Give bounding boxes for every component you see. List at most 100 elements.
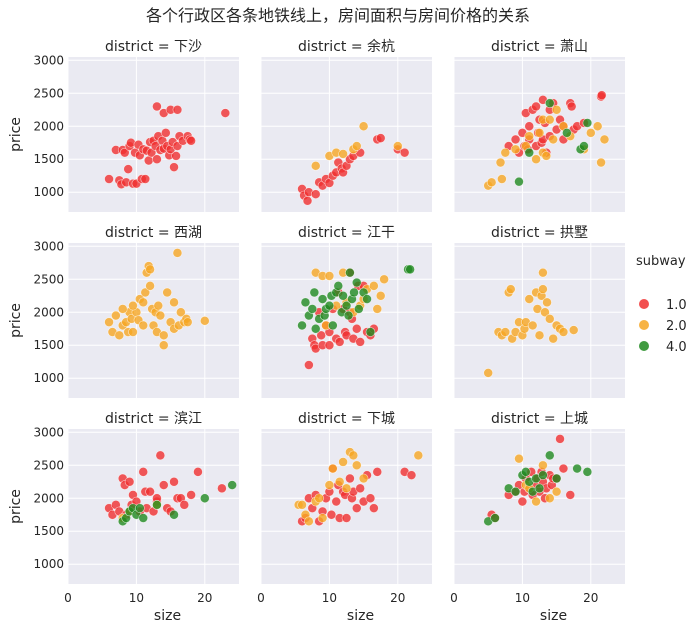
- data-point-subway-2-0: [500, 327, 511, 337]
- legend-marker: [639, 320, 649, 330]
- data-point-subway-4-0: [551, 473, 562, 484]
- data-point-subway-4-0: [345, 267, 355, 278]
- facet-panel: district = 上城 0 10 20 size: [450, 411, 625, 624]
- data-point-subway-2-0: [138, 320, 149, 331]
- x-axis-label: size: [540, 608, 567, 624]
- data-point-subway-1-0: [316, 330, 326, 341]
- data-point-subway-1-0: [171, 151, 181, 161]
- data-point-subway-2-0: [548, 134, 558, 145]
- data-point-subway-2-0: [158, 340, 169, 351]
- y-tick-label: 1000: [33, 371, 64, 385]
- data-point-subway-2-0: [486, 177, 497, 188]
- data-point-subway-2-0: [531, 496, 541, 507]
- data-point-subway-1-0: [355, 337, 365, 347]
- legend-label: 1.0: [666, 298, 687, 313]
- legend-item-1-0: 1.0: [639, 298, 687, 313]
- data-point-subway-2-0: [111, 310, 121, 321]
- data-point-subway-2-0: [328, 463, 338, 474]
- y-tick-label: 1000: [33, 557, 64, 571]
- y-tick-label: 2000: [33, 119, 64, 133]
- facet-panel: district = 萧山: [453, 39, 625, 212]
- data-point-subway-2-0: [155, 310, 166, 321]
- data-point-subway-1-0: [172, 104, 183, 115]
- data-point-subway-1-0: [304, 360, 314, 370]
- x-tick-label: 10: [515, 591, 530, 605]
- data-point-subway-1-0: [186, 490, 196, 500]
- data-point-subway-1-0: [220, 108, 231, 118]
- data-point-subway-1-0: [310, 189, 321, 199]
- data-point-subway-1-0: [161, 128, 171, 138]
- data-point-subway-2-0: [369, 281, 379, 291]
- data-point-subway-2-0: [379, 274, 389, 285]
- data-point-subway-4-0: [562, 128, 572, 138]
- data-point-subway-2-0: [514, 453, 524, 464]
- facet-title: district = 江干: [298, 225, 395, 241]
- facet-title: district = 拱墅: [491, 225, 588, 241]
- data-point-subway-4-0: [300, 297, 311, 308]
- legend-marker: [639, 299, 649, 309]
- data-point-subway-4-0: [138, 513, 149, 523]
- data-point-subway-4-0: [351, 277, 362, 288]
- y-tick-label: 3000: [33, 425, 64, 439]
- data-point-subway-2-0: [324, 271, 335, 281]
- data-point-subway-4-0: [510, 486, 521, 497]
- data-point-subway-2-0: [153, 300, 164, 311]
- data-point-subway-1-0: [302, 195, 313, 206]
- data-point-subway-2-0: [495, 157, 506, 168]
- x-tick-label: 20: [197, 591, 212, 605]
- data-point-subway-4-0: [200, 493, 210, 504]
- data-point-subway-2-0: [558, 327, 569, 337]
- data-point-subway-1-0: [158, 480, 169, 490]
- data-point-subway-2-0: [145, 264, 155, 275]
- data-point-subway-1-0: [169, 476, 179, 487]
- legend-label: 2.0: [666, 319, 687, 334]
- x-tick-label: 10: [129, 591, 144, 605]
- data-point-subway-2-0: [542, 297, 552, 308]
- data-point-subway-4-0: [514, 176, 524, 187]
- data-point-subway-1-0: [558, 463, 569, 474]
- data-point-subway-1-0: [334, 337, 345, 347]
- y-tick-label: 1500: [33, 152, 64, 166]
- data-point-subway-4-0: [490, 513, 500, 523]
- data-point-subway-1-0: [372, 467, 383, 477]
- data-point-subway-1-0: [193, 467, 203, 477]
- data-point-subway-2-0: [483, 368, 494, 378]
- facet-title: district = 余杭: [298, 38, 395, 55]
- data-point-subway-4-0: [333, 281, 344, 291]
- data-point-subway-1-0: [406, 470, 417, 480]
- data-point-subway-2-0: [524, 294, 535, 304]
- data-point-subway-2-0: [538, 460, 548, 471]
- data-point-subway-2-0: [338, 457, 348, 467]
- data-point-subway-2-0: [392, 141, 403, 151]
- data-point-subway-1-0: [565, 490, 576, 500]
- data-point-subway-1-0: [119, 147, 130, 158]
- data-point-subway-2-0: [162, 287, 172, 298]
- data-point-subway-1-0: [123, 164, 133, 174]
- facet-panel: district = 下沙 1000 1500 2000 2500 3000 price: [8, 39, 239, 212]
- data-point-subway-4-0: [534, 483, 545, 494]
- x-axis-label: size: [347, 608, 374, 624]
- data-point-subway-2-0: [117, 304, 128, 314]
- data-point-subway-2-0: [524, 131, 535, 141]
- facet-panel: district = 江干: [260, 225, 432, 398]
- data-point-subway-4-0: [538, 470, 548, 480]
- data-point-subway-1-0: [341, 513, 352, 523]
- facet-panels: district = 下沙10001500200025003000pricedi…: [8, 38, 625, 624]
- data-point-subway-1-0: [324, 340, 335, 351]
- data-point-subway-2-0: [310, 161, 321, 171]
- data-point-subway-1-0: [124, 476, 135, 487]
- data-point-subway-4-0: [227, 480, 237, 490]
- data-point-subway-2-0: [500, 147, 511, 158]
- data-point-subway-2-0: [375, 290, 386, 301]
- legend-label: 4.0: [666, 340, 687, 355]
- plot-background: [454, 243, 625, 398]
- data-point-subway-4-0: [521, 467, 531, 477]
- data-point-subway-1-0: [217, 483, 227, 494]
- data-point-subway-1-0: [152, 154, 162, 165]
- data-point-subway-2-0: [413, 450, 424, 461]
- data-point-subway-2-0: [158, 330, 169, 341]
- y-tick-label: 3000: [33, 53, 64, 67]
- data-point-subway-2-0: [145, 281, 155, 291]
- data-point-subway-2-0: [351, 141, 362, 151]
